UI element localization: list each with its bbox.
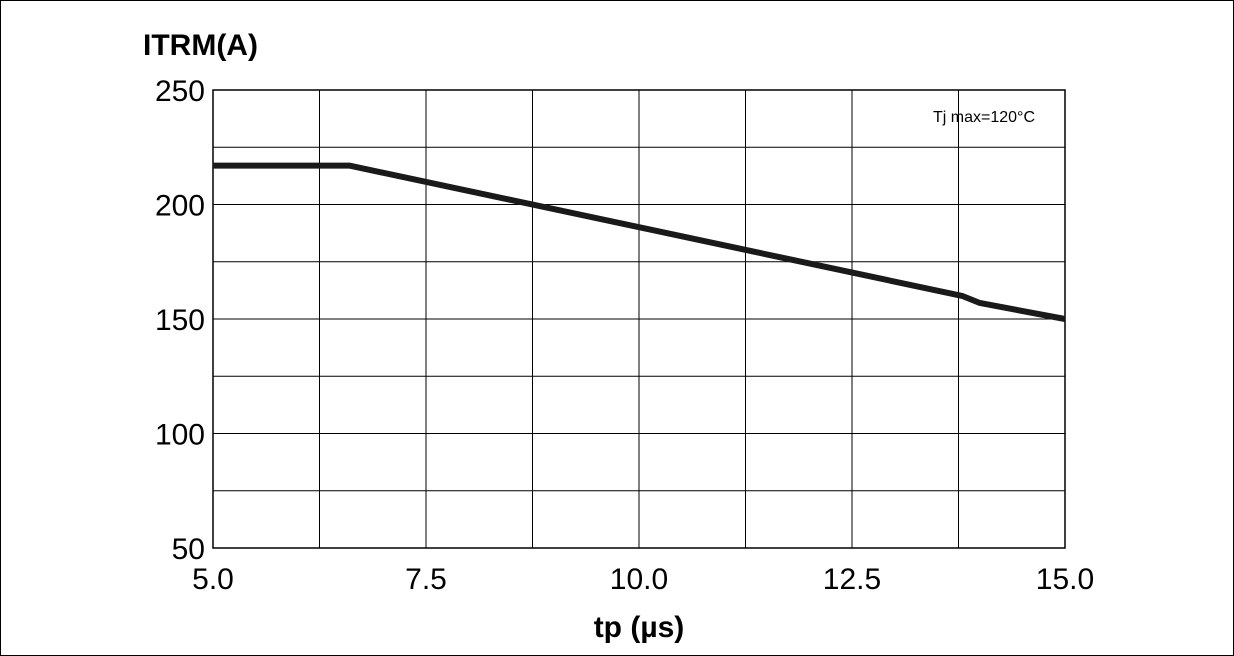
annotation-tj-max: Tj max=120°C	[933, 109, 1035, 126]
x-tick-label-2: 10.0	[610, 563, 668, 596]
grid	[212, 89, 1066, 549]
series-line-0	[213, 162, 1066, 322]
x-tick-label-1: 7.5	[405, 563, 447, 596]
x-tick-label-3: 12.5	[823, 563, 881, 596]
y-tick-label-4: 50	[172, 533, 205, 566]
y-tick-label-3: 100	[155, 419, 205, 452]
series-group	[213, 162, 1066, 322]
y-tick-labels: 250 200 150 100 50	[155, 75, 205, 566]
y-axis-label: ITRM(A)	[143, 29, 258, 62]
y-tick-label-2: 150	[155, 304, 205, 337]
x-tick-label-0: 5.0	[192, 563, 234, 596]
x-axis-label: tp (µs)	[594, 611, 685, 644]
x-tick-label-4: 15.0	[1036, 563, 1094, 596]
y-tick-label-0: 250	[155, 75, 205, 108]
x-tick-labels: 5.0 7.5 10.0 12.5 15.0	[192, 563, 1094, 596]
y-tick-label-1: 200	[155, 190, 205, 223]
